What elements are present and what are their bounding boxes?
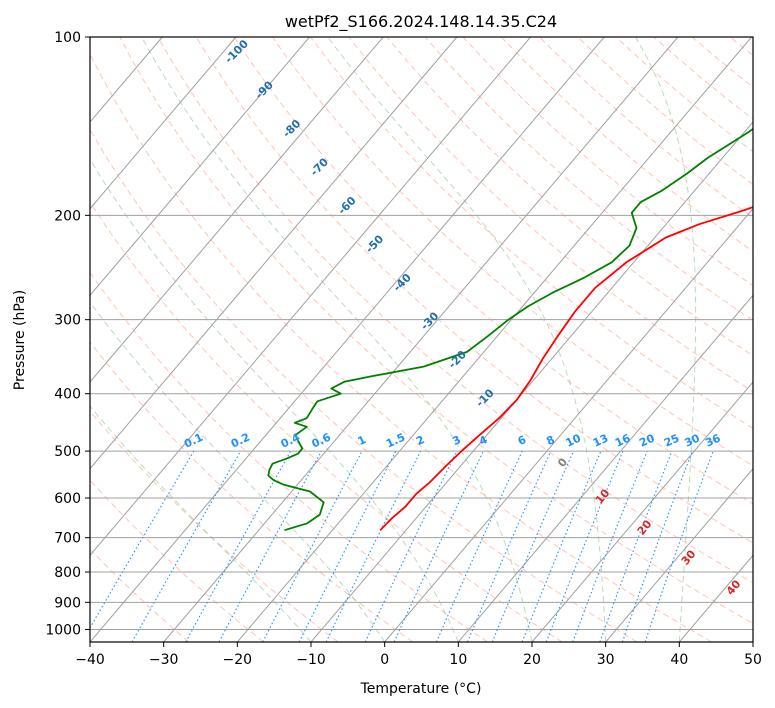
- dry-adiabat: [271, 37, 753, 467]
- y-tick-label: 600: [54, 491, 81, 507]
- temperature-line: [379, 206, 753, 531]
- mixing-ratio-label: 20: [637, 431, 657, 449]
- mixing-ratio-line: [218, 450, 322, 642]
- y-axis-label: Pressure (hPa): [12, 290, 28, 390]
- isotherm: [90, 37, 458, 470]
- x-tick-label: −40: [75, 652, 105, 668]
- x-tick-label: 20: [523, 652, 541, 668]
- isotherm: [90, 37, 310, 297]
- mixing-ratio-line: [599, 450, 673, 642]
- mixing-ratio-line: [435, 450, 523, 642]
- dry-adiabat: [90, 341, 414, 642]
- y-tick-label: 500: [54, 444, 81, 460]
- moist-adiabat: [90, 301, 386, 642]
- moist-adiabat: [141, 37, 533, 642]
- dewpoint-line: [267, 127, 753, 532]
- moist-adiabat: [635, 37, 697, 642]
- mixing-ratio-line: [325, 450, 422, 642]
- mixing-ratio-line: [572, 450, 648, 642]
- x-tick-label: 0: [380, 652, 389, 668]
- mixing-ratio-line: [521, 450, 602, 642]
- moist-adiabat: [90, 405, 312, 642]
- isotherm: [457, 294, 753, 642]
- dry-adiabat: [462, 37, 753, 287]
- dry-adiabat: [157, 37, 753, 584]
- mixing-ratio-label: 10: [564, 431, 584, 449]
- dry-adiabat: [233, 37, 753, 505]
- dry-adiabat: [90, 479, 264, 642]
- y-tick-label: 400: [54, 387, 81, 403]
- isotherm: [90, 37, 531, 557]
- plot-frame: [89, 36, 754, 643]
- mixing-ratio-label: 25: [662, 432, 681, 450]
- isotherm: [236, 37, 752, 642]
- dry-adiabat: [90, 128, 638, 642]
- mixing-ratio-line: [621, 450, 693, 642]
- x-tick-label: −20: [223, 652, 253, 668]
- isotherm: [90, 37, 237, 210]
- moist-adiabat: [327, 37, 607, 642]
- mixing-ratio-line: [298, 450, 397, 642]
- isotherm: [531, 381, 753, 642]
- mixing-ratio-line: [185, 450, 292, 642]
- isotherm: [90, 37, 384, 383]
- y-tick-label: 200: [54, 208, 81, 224]
- dry-adiabat: [90, 548, 190, 642]
- isotherm: [90, 37, 605, 642]
- dry-adiabat: [348, 37, 753, 393]
- chart-title: wetPf2_S166.2024.148.14.35.C24: [285, 12, 557, 32]
- y-tick-label: 100: [54, 30, 81, 46]
- mixing-ratio-line: [545, 450, 624, 642]
- y-tick-label: 1000: [45, 622, 81, 638]
- dry-adiabat: [310, 37, 753, 430]
- mixing-ratio-line: [466, 450, 552, 642]
- isotherm: [384, 207, 753, 642]
- mixing-ratio-label: 36: [703, 431, 723, 449]
- x-tick-label: 40: [670, 652, 688, 668]
- x-tick-label: 50: [744, 652, 762, 668]
- isotherm: [163, 37, 679, 642]
- y-tick-label: 800: [54, 565, 81, 581]
- isotherm: [605, 467, 753, 642]
- mixing-ratio-line: [491, 450, 575, 642]
- x-tick-label: −30: [149, 652, 179, 668]
- mixing-ratio-label: 16: [613, 431, 633, 449]
- x-tick-label: 10: [449, 652, 467, 668]
- mixing-ratio-label: 30: [683, 431, 703, 449]
- dry-adiabat: [119, 37, 753, 624]
- x-tick-label: 30: [597, 652, 615, 668]
- mixing-ratio-label: 13: [591, 432, 610, 450]
- x-tick-label: −10: [296, 652, 326, 668]
- dry-adiabat: [90, 201, 563, 642]
- y-tick-label: 300: [54, 313, 81, 329]
- mixing-ratio-line: [644, 450, 714, 642]
- dry-adiabat: [90, 271, 488, 642]
- y-tick-label: 700: [54, 531, 81, 547]
- x-axis-label: Temperature (°C): [360, 681, 482, 697]
- y-tick-label: 900: [54, 595, 81, 611]
